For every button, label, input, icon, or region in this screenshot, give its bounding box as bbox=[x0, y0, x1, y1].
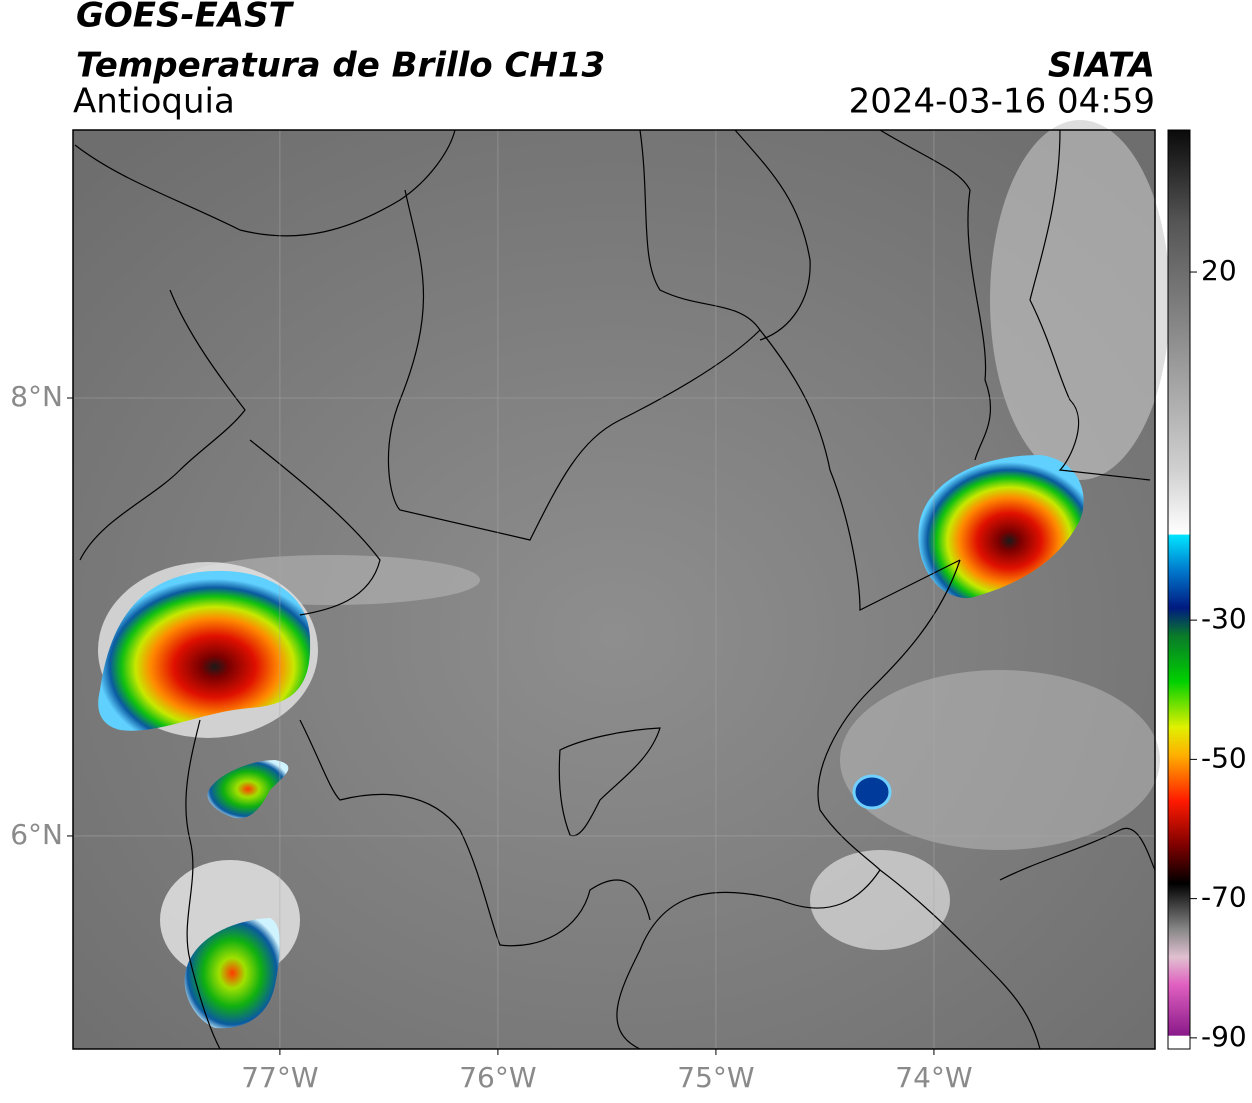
y-tick-label: 8°N bbox=[10, 380, 63, 413]
grid bbox=[73, 130, 1155, 1049]
x-tick-label: 75°W bbox=[677, 1061, 754, 1094]
satellite-title: GOES-EAST bbox=[76, 0, 295, 36]
colorbar bbox=[1167, 129, 1191, 1050]
datetime: 2024-03-16 04:59 bbox=[849, 82, 1155, 122]
y-tick-label: 6°N bbox=[10, 818, 63, 851]
x-tick-label: 77°W bbox=[241, 1061, 318, 1094]
colorbar-tick-label: 20 bbox=[1201, 254, 1237, 287]
colorbar-tick-label: -50 bbox=[1201, 741, 1247, 774]
colorbar-tick-label: -30 bbox=[1201, 602, 1247, 635]
region: Antioquia bbox=[73, 82, 235, 122]
product-title: Temperatura de Brillo CH13 bbox=[76, 46, 605, 86]
map-frame bbox=[72, 129, 1156, 1050]
x-tick-label: 76°W bbox=[459, 1061, 536, 1094]
colorbar-tick-label: -90 bbox=[1201, 1020, 1247, 1053]
map-imagery bbox=[73, 120, 1170, 1050]
colorbar-tick-label: -70 bbox=[1201, 881, 1247, 914]
x-tick-label: 74°W bbox=[895, 1061, 972, 1094]
source: SIATA bbox=[1048, 46, 1155, 86]
